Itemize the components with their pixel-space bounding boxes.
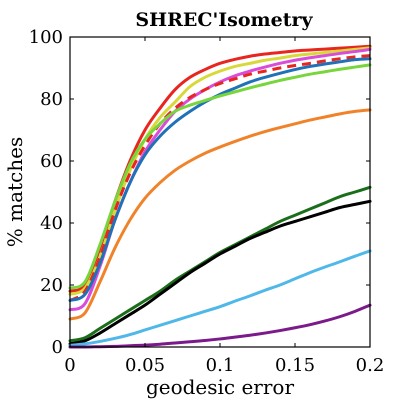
x-tick-label: 0.05 [125,355,165,376]
y-tick-label: 0 [52,337,63,358]
plot-lines [68,44,372,349]
chart-title: SHREC'Isometry [135,9,313,31]
x-axis-ticks: 0 0.05 0.1 0.15 0.2 [64,37,384,376]
series-line-4 [69,54,371,302]
x-axis-label: geodesic error [146,375,295,399]
x-tick-label: 0.1 [206,355,235,376]
series-line-10 [68,249,372,347]
series-line-9 [68,199,372,346]
series-line-11 [68,303,372,349]
x-tick-label: 0 [64,355,75,376]
y-tick-label: 80 [40,89,63,110]
y-axis-label: % matches [3,137,27,247]
y-tick-label: 40 [40,213,63,234]
series-line-2 [68,46,372,296]
y-axis-ticks: 0 20 40 60 80 100 [29,27,370,358]
x-tick-label: 0.15 [275,355,315,376]
series-line-3 [68,47,372,312]
y-tick-label: 60 [40,151,63,172]
y-tick-label: 100 [29,27,63,48]
series-line-6 [68,63,372,290]
series-line-7 [68,108,372,321]
y-tick-label: 20 [40,275,63,296]
x-tick-label: 0.2 [356,355,385,376]
